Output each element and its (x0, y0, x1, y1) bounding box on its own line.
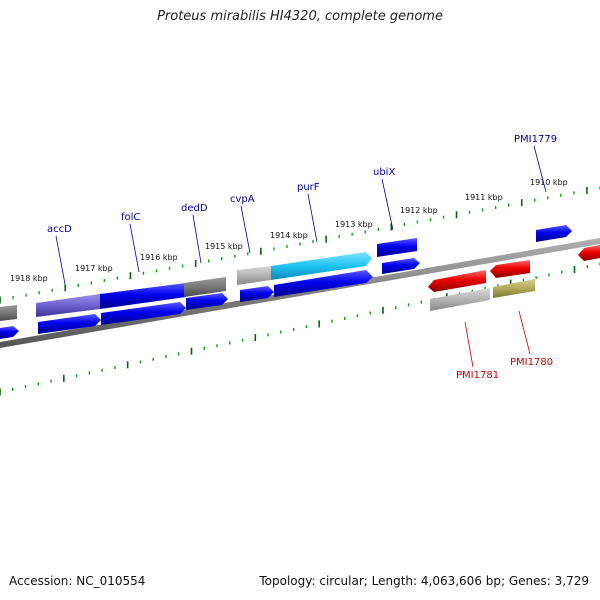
gene-labels: accD folC dedD cvpA purF ubiX PMI1779 PM… (47, 134, 557, 381)
gene-label-dedD: dedD (181, 203, 208, 214)
gene-arrow (100, 283, 186, 309)
kbp-label-1910: 1910 kbp (530, 178, 568, 187)
gene-label-folC: folC (121, 212, 140, 223)
kbp-label-1913: 1913 kbp (335, 220, 373, 229)
gene-arrow (101, 302, 186, 325)
gene-arrow (490, 260, 530, 278)
gene-arrow (271, 252, 372, 280)
genome-stats-text: Topology: circular; Length: 4,063,606 bp… (259, 574, 589, 588)
kbp-scale-labels: 1918 kbp 1917 kbp 1916 kbp 1915 kbp 1914… (10, 178, 568, 283)
gene-arrow (430, 288, 490, 311)
gene-arrow (536, 225, 572, 242)
kbp-label-1912: 1912 kbp (400, 206, 438, 215)
gene-arrow (38, 314, 101, 334)
gene-label-accD: accD (47, 224, 72, 235)
kbp-label-1914: 1914 kbp (270, 231, 308, 240)
leader-lines-reverse (464, 310, 531, 368)
gene-arrow (493, 279, 535, 298)
gene-arrow (0, 305, 17, 321)
gene-arrow (382, 258, 420, 274)
gene-arrow (237, 266, 271, 285)
gene-arrow (274, 270, 373, 297)
kbp-label-1917: 1917 kbp (75, 264, 113, 273)
upper-gene-row (0, 225, 572, 321)
gene-arrow (186, 293, 228, 310)
reverse-gene-row (428, 245, 600, 311)
gene-arrow (377, 238, 417, 257)
gene-arrow (428, 270, 486, 292)
gene-label-ubiX: ubiX (373, 167, 395, 178)
kbp-label-1916: 1916 kbp (140, 253, 178, 262)
accession-text: Accession: NC_010554 (9, 574, 146, 588)
gene-label-purF: purF (297, 182, 320, 193)
gene-arrow (0, 326, 19, 339)
gene-label-PMI1779: PMI1779 (514, 134, 557, 145)
outer-tick-track (0, 186, 600, 304)
gene-label-cvpA: cvpA (230, 194, 255, 205)
leader-lines (55, 145, 547, 285)
map-title: Proteus mirabilis HI4320, complete genom… (157, 9, 443, 24)
gene-label-PMI1780: PMI1780 (510, 357, 553, 368)
gene-arrow (36, 294, 100, 317)
gene-label-PMI1781: PMI1781 (456, 370, 499, 381)
second-gene-row (0, 258, 420, 339)
kbp-label-1911: 1911 kbp (465, 193, 503, 202)
gene-arrow (578, 245, 600, 261)
kbp-label-1915: 1915 kbp (205, 242, 243, 251)
gene-arrow (184, 277, 226, 297)
kbp-label-1918: 1918 kbp (10, 274, 48, 283)
gene-arrow (240, 286, 274, 302)
